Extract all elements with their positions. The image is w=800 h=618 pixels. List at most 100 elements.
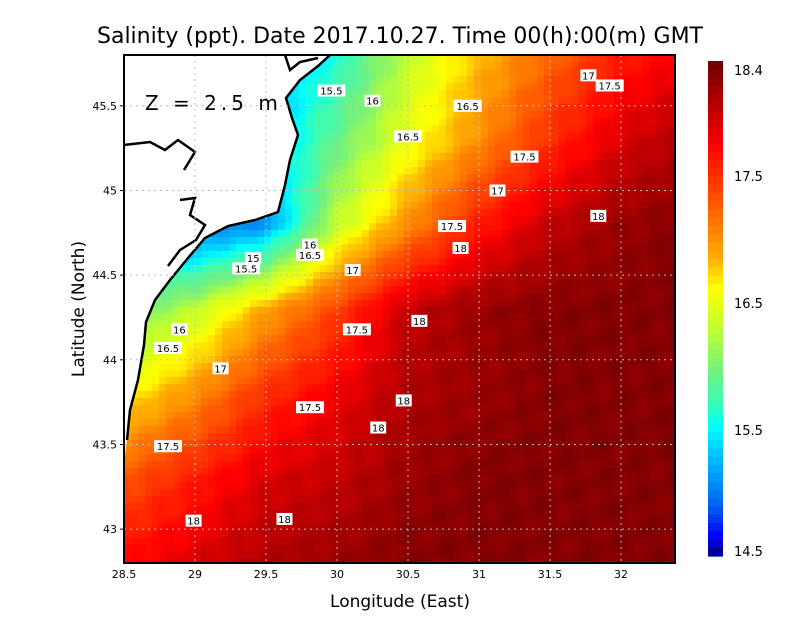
heatmap-cell	[453, 461, 461, 469]
heatmap-cell	[243, 454, 251, 462]
heatmap-cell	[502, 279, 510, 287]
heatmap-cell	[670, 293, 676, 301]
heatmap-cell	[327, 328, 335, 336]
heatmap-cell	[201, 377, 209, 385]
heatmap-cell	[523, 300, 531, 308]
heatmap-cell	[509, 69, 517, 77]
heatmap-cell	[558, 160, 566, 168]
heatmap-cell	[607, 258, 615, 266]
heatmap-cell	[229, 384, 237, 392]
heatmap-cell	[180, 461, 188, 469]
heatmap-cell	[369, 475, 377, 483]
heatmap-cell	[467, 349, 475, 357]
heatmap-cell	[628, 223, 636, 231]
heatmap-cell	[488, 125, 496, 133]
heatmap-cell	[222, 405, 230, 413]
heatmap-cell	[411, 111, 419, 119]
heatmap-cell	[299, 111, 307, 119]
heatmap-cell	[271, 370, 279, 378]
heatmap-cell	[628, 433, 636, 441]
heatmap-cell	[299, 384, 307, 392]
heatmap-cell	[586, 370, 594, 378]
heatmap-cell	[537, 447, 545, 455]
heatmap-cell	[635, 90, 643, 98]
heatmap-cell	[593, 188, 601, 196]
heatmap-cell	[334, 111, 342, 119]
heatmap-cell	[341, 300, 349, 308]
heatmap-cell	[530, 391, 538, 399]
heatmap-cell	[215, 482, 223, 490]
heatmap-cell	[446, 62, 454, 70]
heatmap-cell	[607, 202, 615, 210]
heatmap-cell	[572, 489, 580, 497]
heatmap-cell	[502, 391, 510, 399]
heatmap-cell	[509, 230, 517, 238]
heatmap-cell	[306, 195, 314, 203]
heatmap-cell	[621, 118, 629, 126]
heatmap-cell	[355, 258, 363, 266]
heatmap-cell	[586, 440, 594, 448]
heatmap-cell	[334, 321, 342, 329]
heatmap-cell	[495, 328, 503, 336]
heatmap-cell	[516, 174, 524, 182]
heatmap-cell	[614, 55, 622, 63]
heatmap-cell	[404, 230, 412, 238]
heatmap-cell	[124, 454, 132, 462]
heatmap-cell	[187, 433, 195, 441]
heatmap-cell	[572, 118, 580, 126]
heatmap-cell	[502, 356, 510, 364]
heatmap-cell	[362, 83, 370, 91]
heatmap-cell	[439, 83, 447, 91]
heatmap-cell	[572, 279, 580, 287]
heatmap-cell	[565, 55, 573, 63]
heatmap-cell	[257, 433, 265, 441]
heatmap-cell	[236, 363, 244, 371]
heatmap-cell	[376, 279, 384, 287]
heatmap-cell	[208, 440, 216, 448]
heatmap-cell	[292, 307, 300, 315]
heatmap-cell	[145, 419, 153, 427]
heatmap-cell	[376, 132, 384, 140]
heatmap-cell	[236, 405, 244, 413]
heatmap-cell	[558, 181, 566, 189]
heatmap-cell	[586, 251, 594, 259]
heatmap-cell	[208, 307, 216, 315]
heatmap-cell	[621, 356, 629, 364]
heatmap-cell	[453, 69, 461, 77]
heatmap-cell	[299, 202, 307, 210]
heatmap-cell	[390, 489, 398, 497]
heatmap-cell	[642, 223, 650, 231]
heatmap-cell	[306, 111, 314, 119]
heatmap-cell	[579, 489, 587, 497]
heatmap-cell	[621, 258, 629, 266]
heatmap-cell	[474, 181, 482, 189]
heatmap-cell	[439, 300, 447, 308]
heatmap-cell	[621, 426, 629, 434]
heatmap-cell	[593, 489, 601, 497]
heatmap-cell	[362, 370, 370, 378]
heatmap-cell	[663, 62, 671, 70]
heatmap-cell	[201, 356, 209, 364]
heatmap-cell	[236, 391, 244, 399]
heatmap-cell	[537, 426, 545, 434]
heatmap-cell	[530, 132, 538, 140]
heatmap-cell	[278, 405, 286, 413]
heatmap-cell	[362, 181, 370, 189]
heatmap-cell	[551, 328, 559, 336]
heatmap-cell	[425, 104, 433, 112]
heatmap-cell	[474, 426, 482, 434]
heatmap-cell	[348, 384, 356, 392]
heatmap-cell	[446, 454, 454, 462]
heatmap-cell	[229, 300, 237, 308]
heatmap-cell	[656, 475, 664, 483]
heatmap-cell	[369, 293, 377, 301]
heatmap-cell	[299, 433, 307, 441]
heatmap-cell	[649, 237, 657, 245]
heatmap-cell	[278, 384, 286, 392]
heatmap-cell	[376, 237, 384, 245]
heatmap-cell	[523, 307, 531, 315]
heatmap-cell	[215, 433, 223, 441]
heatmap-cell	[467, 223, 475, 231]
heatmap-cell	[523, 167, 531, 175]
heatmap-cell	[523, 76, 531, 84]
